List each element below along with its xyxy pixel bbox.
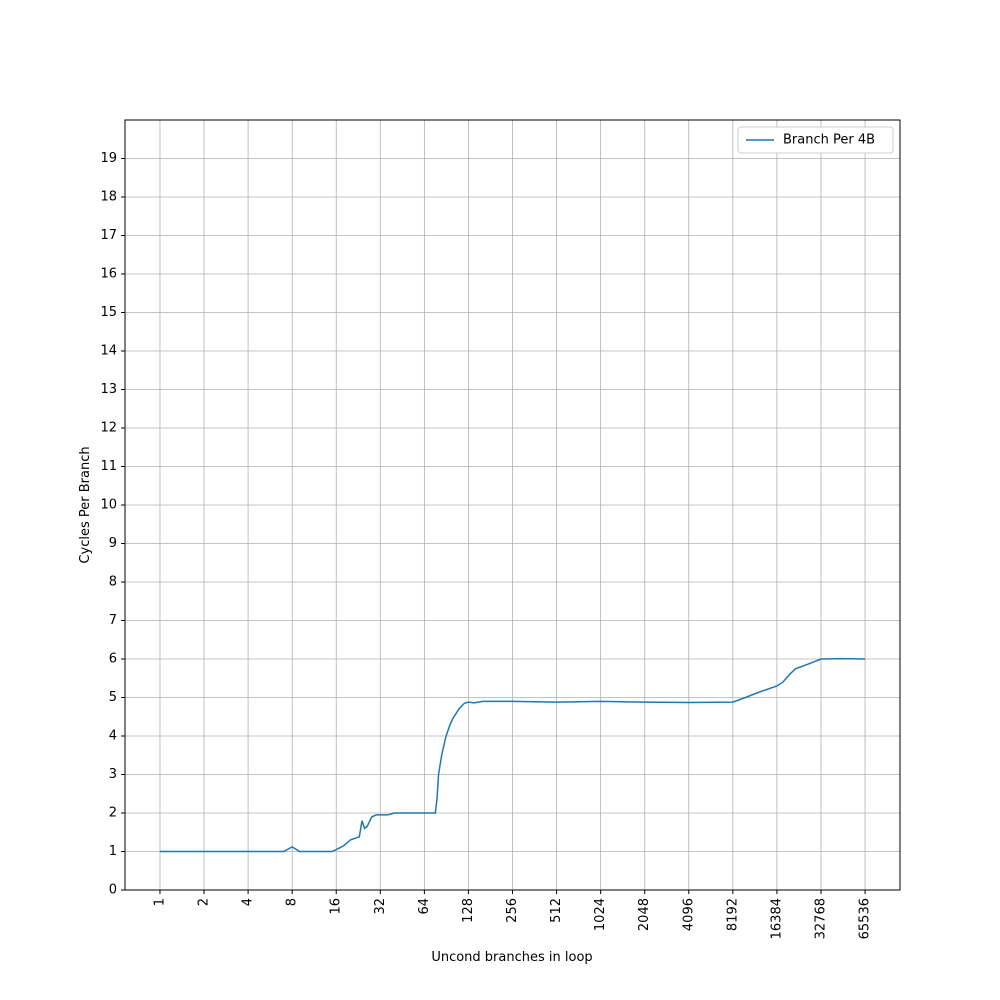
y-tick-label: 7 xyxy=(109,613,117,628)
y-tick-label: 12 xyxy=(100,421,117,436)
x-tick-label: 65536 xyxy=(858,898,873,939)
y-tick-label: 4 xyxy=(109,729,117,744)
x-tick-label: 32 xyxy=(373,898,388,915)
y-tick-label: 18 xyxy=(100,190,117,205)
data-line xyxy=(159,657,866,853)
y-tick-label: 17 xyxy=(100,228,117,243)
legend-label: Branch Per 4B xyxy=(783,133,875,148)
y-axis-label: Cycles Per Branch xyxy=(78,446,93,563)
x-axis-label: Uncond branches in loop xyxy=(431,950,592,965)
y-tick-label: 16 xyxy=(100,267,117,282)
x-tick-label: 64 xyxy=(417,898,432,915)
y-tick-label: 1 xyxy=(109,844,117,859)
x-tick-label: 8 xyxy=(285,898,300,906)
y-tick-label: 19 xyxy=(100,151,117,166)
y-tick-label: 15 xyxy=(100,305,117,320)
x-tick-label: 32768 xyxy=(813,898,828,939)
y-tick-label: 8 xyxy=(109,575,117,590)
y-tick-label: 0 xyxy=(109,883,117,898)
plot-frame xyxy=(124,119,901,891)
x-tick-label: 1 xyxy=(152,898,167,906)
y-tick-label: 10 xyxy=(100,498,117,513)
x-tick-label: 2 xyxy=(197,898,212,906)
x-tick-label: 1024 xyxy=(593,898,608,931)
y-tick-label: 2 xyxy=(109,806,117,821)
x-tick-label: 4 xyxy=(241,898,256,906)
x-tick-label: 256 xyxy=(505,898,520,923)
y-tick-label: 3 xyxy=(109,767,117,782)
y-tick-label: 13 xyxy=(100,382,117,397)
x-tick-label: 4096 xyxy=(681,898,696,931)
y-tick-label: 6 xyxy=(109,652,117,667)
x-tick-label: 8192 xyxy=(725,898,740,931)
x-tick-label: 2048 xyxy=(637,898,652,931)
legend-box xyxy=(737,126,894,154)
y-tick-label: 9 xyxy=(109,536,117,551)
x-tick-label: 16384 xyxy=(769,898,784,939)
x-tick-label: 128 xyxy=(461,898,476,923)
y-tick-label: 11 xyxy=(100,459,117,474)
y-tick-label: 5 xyxy=(109,690,117,705)
legend: Branch Per 4B xyxy=(737,126,894,154)
x-tick-label: 512 xyxy=(549,898,564,923)
y-tick-label: 14 xyxy=(100,344,117,359)
x-tick-label: 16 xyxy=(329,898,344,915)
